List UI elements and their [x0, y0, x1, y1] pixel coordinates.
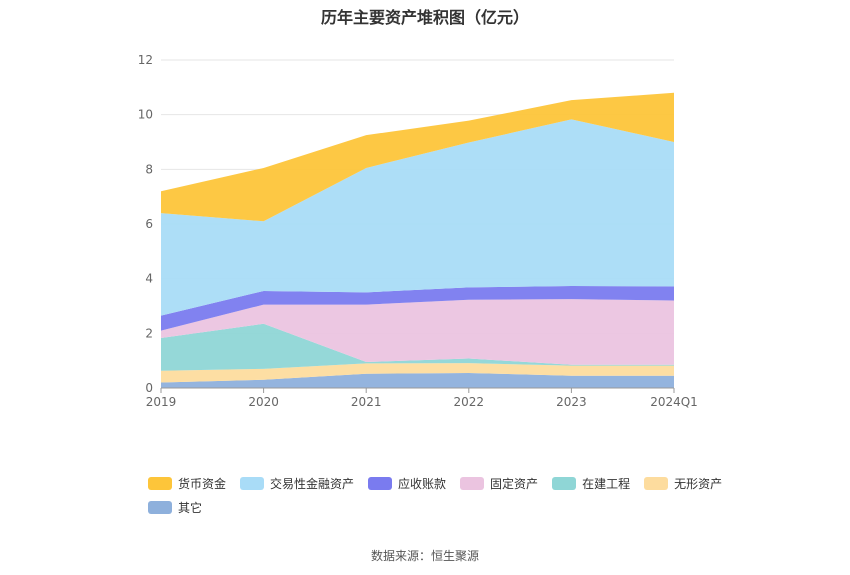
legend-label: 在建工程	[582, 476, 631, 491]
legend-swatch	[552, 476, 577, 490]
x-tick-label: 2024Q1	[650, 395, 698, 409]
legend: 货币资金 交易性金融资产 应收账款 固定资产 在建工程 无形资产其它	[148, 472, 748, 520]
y-tick-label: 0	[145, 381, 153, 395]
x-tick-label: 2022	[454, 395, 485, 409]
y-tick-label: 10	[138, 108, 153, 122]
y-tick-label: 12	[138, 53, 153, 67]
legend-item[interactable]: 固定资产	[460, 472, 538, 494]
area-series-其它	[161, 372, 674, 388]
legend-item[interactable]: 无形资产	[644, 472, 722, 494]
y-tick-label: 4	[145, 272, 153, 286]
legend-label: 其它	[178, 500, 203, 515]
y-tick-label: 2	[145, 326, 153, 340]
source-note: 数据来源：恒生聚源	[370, 549, 479, 563]
area-series-应收账款	[161, 286, 674, 331]
legend-row: 其它	[148, 496, 748, 520]
legend-item[interactable]: 货币资金	[148, 472, 226, 494]
legend-label: 交易性金融资产	[270, 476, 355, 491]
area-series-无形资产	[161, 363, 674, 383]
y-tick-label: 6	[145, 217, 153, 231]
area-series-在建工程	[161, 323, 674, 371]
area-series-交易性金融资产	[161, 119, 674, 316]
chart-title: 历年主要资产堆积图（亿元）	[320, 8, 529, 27]
area-series	[161, 92, 674, 388]
legend-swatch	[148, 500, 172, 514]
legend-label: 货币资金	[178, 476, 227, 491]
axes: 0 2 4 6 8 10 12 2019 2020 2021 2022 2023 2024Q1	[138, 53, 698, 409]
x-tick-label: 2023	[556, 395, 587, 409]
x-tick-label: 2021	[351, 395, 382, 409]
x-tick-label: 2019	[146, 395, 177, 409]
legend-label: 应收账款	[398, 476, 447, 491]
legend-swatch	[460, 476, 485, 490]
legend-item[interactable]: 交易性金融资产	[240, 472, 354, 494]
area-series-货币资金	[161, 92, 674, 222]
area-series-固定资产	[161, 299, 674, 365]
legend-swatch	[644, 476, 669, 490]
legend-swatch	[148, 476, 172, 490]
legend-label: 固定资产	[490, 476, 539, 491]
legend-item[interactable]: 其它	[148, 496, 202, 518]
legend-label: 无形资产	[674, 476, 723, 491]
legend-row: 货币资金 交易性金融资产 应收账款 固定资产 在建工程 无形资产	[148, 472, 748, 496]
legend-swatch	[368, 476, 393, 490]
legend-item[interactable]: 应收账款	[368, 472, 446, 494]
y-tick-label: 8	[145, 162, 153, 176]
legend-swatch	[240, 476, 265, 490]
x-tick-label: 2020	[248, 395, 279, 409]
legend-item[interactable]: 在建工程	[552, 472, 630, 494]
